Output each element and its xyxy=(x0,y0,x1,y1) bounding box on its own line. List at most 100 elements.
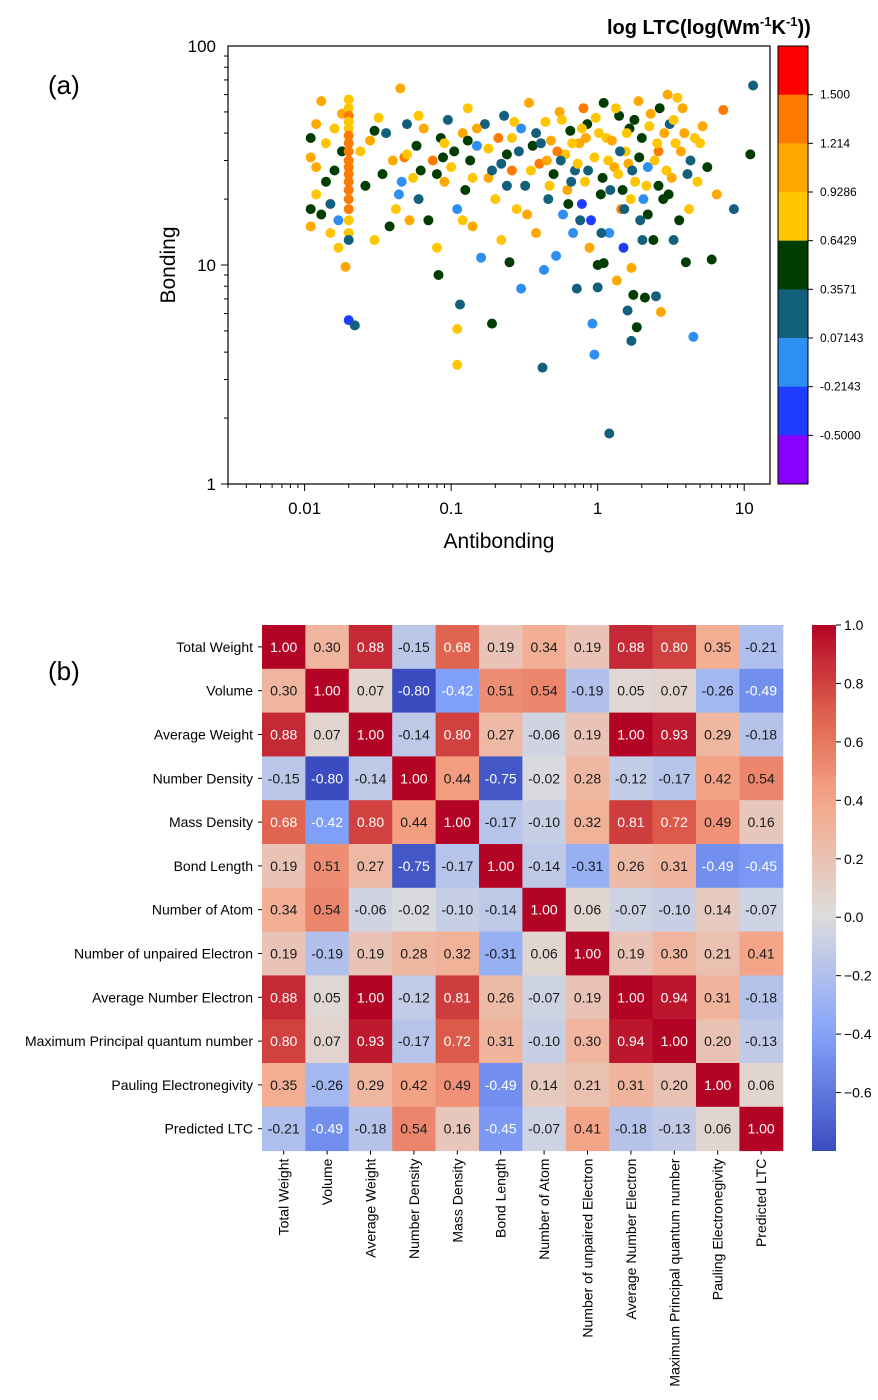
heatmap-value: -0.02 xyxy=(528,770,560,786)
row-label: Average Weight xyxy=(154,727,253,743)
heatmap-cell xyxy=(739,1063,784,1108)
heatmap-cell xyxy=(262,756,306,801)
data-point xyxy=(479,119,490,130)
data-point xyxy=(387,155,398,166)
data-point xyxy=(449,146,460,157)
data-point xyxy=(483,172,494,183)
data-point xyxy=(539,264,549,275)
heatmap-value: -0.26 xyxy=(311,1077,343,1093)
heatmap-cell xyxy=(609,625,654,670)
heatmap-cell xyxy=(696,668,740,714)
colorbar-band xyxy=(778,435,808,485)
data-point xyxy=(355,146,366,157)
data-point xyxy=(639,292,650,303)
data-point xyxy=(563,199,574,209)
heatmap-cell xyxy=(392,1063,437,1108)
heatmap-cell xyxy=(348,887,393,933)
data-point xyxy=(333,215,344,226)
data-point xyxy=(565,125,576,136)
heatmap-cell xyxy=(348,931,393,976)
heatmap-cell xyxy=(522,800,567,845)
colorbar-tick-label: 0.2 xyxy=(844,851,864,867)
data-point xyxy=(305,133,316,143)
heatmap-value: 0.42 xyxy=(704,770,731,786)
heatmap-cell xyxy=(392,668,437,714)
heatmap-cell xyxy=(262,844,306,889)
data-point xyxy=(442,114,453,125)
heatmap-cell xyxy=(565,625,610,670)
heatmap-cell xyxy=(696,931,740,976)
data-point xyxy=(311,162,322,173)
heatmap-cell xyxy=(696,975,740,1020)
heatmap-value: 1.00 xyxy=(617,989,644,1005)
heatmap-value: -0.18 xyxy=(355,1121,387,1137)
colorbar-tick-label: 0.9286 xyxy=(820,185,857,199)
x-tick-label: 0.1 xyxy=(439,499,463,518)
heatmap-value: -0.10 xyxy=(528,1033,560,1049)
data-point xyxy=(642,162,653,173)
data-point xyxy=(562,185,573,195)
heatmap-cell xyxy=(305,756,350,801)
data-point xyxy=(516,283,527,294)
data-point xyxy=(476,252,487,263)
heatmap-cell xyxy=(435,756,480,801)
heatmap-cell xyxy=(479,1019,523,1064)
data-point xyxy=(576,123,587,134)
data-point xyxy=(343,138,354,149)
heatmap-value: 0.72 xyxy=(661,814,688,830)
data-point xyxy=(499,110,510,121)
heatmap-value: 0.28 xyxy=(574,770,601,786)
heatmap-value: 0.26 xyxy=(617,858,644,874)
heatmap-cell xyxy=(392,756,437,801)
colorbar-tick-label: 0.6 xyxy=(844,734,864,750)
heatmap-cell xyxy=(435,800,480,845)
heatmap-value: 0.42 xyxy=(400,1077,427,1093)
colorbar-band xyxy=(778,386,808,436)
data-point xyxy=(571,283,582,294)
data-point xyxy=(462,103,473,114)
data-point xyxy=(427,155,438,166)
heatmap-value: 0.19 xyxy=(574,639,601,655)
heatmap-cell xyxy=(305,712,350,757)
data-point xyxy=(381,128,392,139)
heatmap-value: -0.17 xyxy=(658,770,690,786)
row-label: Number of unpaired Electron xyxy=(74,946,253,962)
data-point xyxy=(615,146,625,157)
heatmap-cell xyxy=(522,668,567,714)
data-point xyxy=(655,307,666,317)
data-point xyxy=(633,96,644,107)
data-point xyxy=(644,121,655,132)
heatmap-cell xyxy=(305,887,350,933)
data-point xyxy=(393,189,404,200)
heatmap-value: 0.34 xyxy=(270,902,297,918)
heatmap-value: 0.06 xyxy=(747,1077,774,1093)
row-label: Average Number Electron xyxy=(92,989,253,1005)
heatmap-value: -0.45 xyxy=(485,1121,517,1137)
heatmap-value: -0.49 xyxy=(745,683,777,699)
data-point xyxy=(645,108,656,119)
heatmap-cell xyxy=(348,844,393,889)
data-point xyxy=(524,97,534,108)
heatmap-cell xyxy=(652,931,697,976)
heatmap-cell xyxy=(262,1019,306,1064)
heatmap-value: 1.00 xyxy=(444,814,471,830)
heatmap-cell xyxy=(522,1063,567,1108)
heatmap-value: 1.00 xyxy=(357,727,384,743)
column-label: Volume xyxy=(319,1158,335,1205)
data-point xyxy=(506,133,517,143)
data-point xyxy=(418,123,429,134)
heatmap-cell xyxy=(305,1019,350,1064)
row-label: Predicted LTC xyxy=(165,1121,253,1137)
data-point xyxy=(584,242,595,253)
heatmap-cell xyxy=(479,625,523,670)
heatmap-cell xyxy=(392,800,437,845)
data-point xyxy=(688,331,699,342)
data-point xyxy=(377,169,388,180)
data-point xyxy=(509,116,520,127)
data-point xyxy=(506,165,517,176)
data-point xyxy=(321,176,331,187)
data-point xyxy=(493,133,504,143)
data-point xyxy=(598,258,609,269)
heatmap-cell xyxy=(392,1019,437,1064)
data-point xyxy=(433,270,444,280)
